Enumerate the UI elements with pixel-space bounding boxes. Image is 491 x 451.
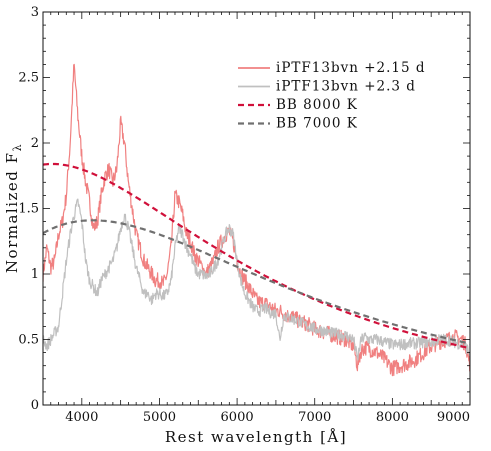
x-tick-label: 8000 <box>376 410 409 425</box>
legend-label: iPTF13bvn +2.3 d <box>276 79 416 95</box>
y-axis-label: Normalized Fλ <box>3 143 24 273</box>
y-tick-label: 1 <box>31 267 39 282</box>
y-tick-label: 1.5 <box>18 202 39 217</box>
blackbody-line <box>43 162 470 350</box>
y-tick-label: 3 <box>31 5 39 20</box>
x-tick-label: 6000 <box>221 410 254 425</box>
y-axis-label-subscript: λ <box>11 143 24 151</box>
spectrum-line <box>43 198 470 361</box>
y-tick-label: 0 <box>31 398 39 413</box>
y-tick-label: 2.5 <box>18 71 39 86</box>
x-tick-label: 5000 <box>143 410 176 425</box>
legend: iPTF13bvn +2.15 d iPTF13bvn +2.3 d BB 8000… <box>238 60 426 132</box>
spectrum-line <box>43 63 470 377</box>
blackbody-line <box>43 219 470 345</box>
x-tick-label: 7000 <box>298 410 331 425</box>
legend-label: iPTF13bvn +2.15 d <box>276 60 426 76</box>
x-tick-label: 9000 <box>437 410 470 425</box>
x-axis-label: Rest wavelength [Å] <box>165 428 347 446</box>
legend-label: BB 7000 K <box>276 116 358 132</box>
y-tick-label: 2 <box>31 136 39 151</box>
x-tick-label: 4000 <box>65 410 98 425</box>
legend-label: BB 8000 K <box>276 97 358 113</box>
y-tick-label: 0.5 <box>18 333 39 348</box>
